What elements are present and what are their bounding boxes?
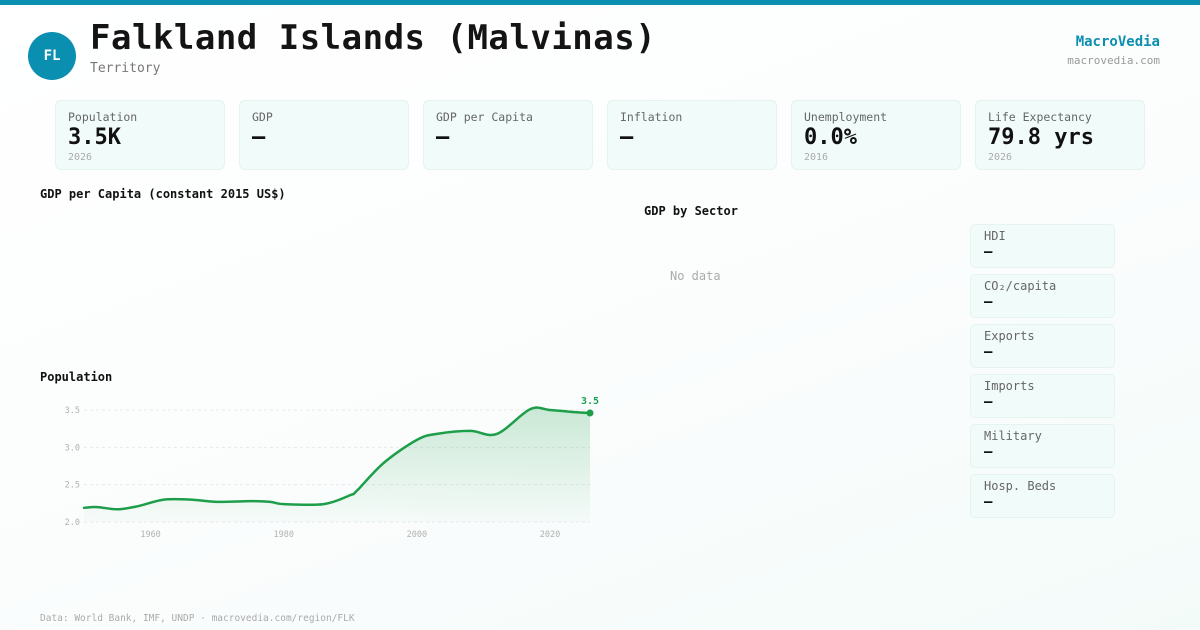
indicator-hdi: HDI — (970, 224, 1115, 268)
indicator-value: — (984, 444, 993, 460)
stat-label: Life Expectancy (988, 110, 1092, 124)
x-tick-label: 2000 (407, 530, 427, 540)
x-tick-label: 1960 (140, 530, 160, 540)
population-area (84, 407, 590, 522)
stat-year: 2016 (804, 152, 829, 163)
stat-card-life-expectancy: Life Expectancy 79.8 yrs 2026 (975, 100, 1145, 170)
stat-cards: Population 3.5K 2026 GDP — GDP per Capit… (55, 100, 1145, 170)
population-line (82, 406, 592, 511)
indicator-imports: Imports — (970, 374, 1115, 418)
footer-source: Data: World Bank, IMF, UNDP · macrovedia… (40, 613, 355, 624)
y-axis-ticks: 2.0 2.5 3.0 3.5 (65, 406, 80, 528)
stat-card-inflation: Inflation — (607, 100, 777, 170)
indicator-label: Exports (984, 329, 1035, 343)
y-tick-label: 3.5 (65, 406, 80, 416)
indicator-label: Military (984, 429, 1042, 443)
brand-name[interactable]: MacroVedia (1075, 34, 1160, 50)
indicator-label: Imports (984, 379, 1035, 393)
x-tick-label: 1980 (273, 530, 293, 540)
latest-value-marker (586, 409, 594, 417)
stat-value: 79.8 yrs (988, 125, 1094, 150)
indicator-value: — (984, 344, 993, 360)
stat-value: — (436, 125, 450, 150)
gdp-per-capita-chart-title: GDP per Capita (constant 2015 US$) (40, 187, 286, 201)
indicator-label: Hosp. Beds (984, 479, 1057, 493)
side-indicators: HDI — CO₂/capita — Exports — Imports — M… (970, 224, 1115, 518)
indicator-label: HDI (984, 229, 1006, 243)
avatar: FL (28, 32, 76, 80)
stat-label: Inflation (620, 110, 683, 124)
indicator-military: Military — (970, 424, 1115, 468)
top-accent-bar (0, 0, 1200, 5)
stat-card-gdp: GDP — (239, 100, 409, 170)
page-title: Falkland Islands (Malvinas) (90, 18, 657, 58)
stat-label: GDP (252, 110, 273, 124)
y-tick-label: 2.5 (65, 481, 80, 491)
stat-value: — (620, 125, 634, 150)
x-tick-label: 2020 (540, 530, 560, 540)
y-tick-label: 3.0 (65, 443, 80, 453)
stat-value: — (252, 125, 266, 150)
brand: MacroVedia macrovedia.com (1067, 34, 1160, 67)
indicator-value: — (984, 494, 993, 510)
stat-value: 0.0% (804, 125, 857, 150)
y-tick-label: 2.0 (65, 518, 80, 528)
x-axis-ticks: 1960 1980 2000 2020 (140, 530, 560, 540)
indicator-exports: Exports — (970, 324, 1115, 368)
page-subtitle: Territory (90, 61, 161, 76)
population-chart-title: Population (40, 370, 113, 384)
latest-value-label: 3.5 (581, 396, 599, 407)
chart-gridlines (84, 409, 590, 523)
stat-label: Unemployment (804, 110, 888, 124)
indicator-hospital-beds: Hosp. Beds — (970, 474, 1115, 518)
brand-url[interactable]: macrovedia.com (1067, 54, 1160, 67)
indicator-label: CO₂/capita (984, 279, 1057, 293)
stat-card-unemployment: Unemployment 0.0% 2016 (791, 100, 961, 170)
indicator-value: — (984, 394, 993, 410)
indicator-value: — (984, 244, 993, 260)
stat-year: 2026 (68, 152, 93, 163)
indicator-value: — (984, 294, 993, 310)
stat-card-population: Population 3.5K 2026 (55, 100, 225, 170)
stat-value: 3.5K (68, 125, 121, 150)
gdp-by-sector-title: GDP by Sector (644, 204, 738, 218)
stat-card-gdp-per-capita: GDP per Capita — (423, 100, 593, 170)
gdp-by-sector-empty-state: No data (670, 269, 721, 283)
stat-label: Population (68, 110, 138, 124)
indicator-co2-per-capita: CO₂/capita — (970, 274, 1115, 318)
stat-year: 2026 (988, 152, 1013, 163)
avatar-initials: FL (43, 48, 61, 64)
stat-label: GDP per Capita (436, 110, 533, 124)
